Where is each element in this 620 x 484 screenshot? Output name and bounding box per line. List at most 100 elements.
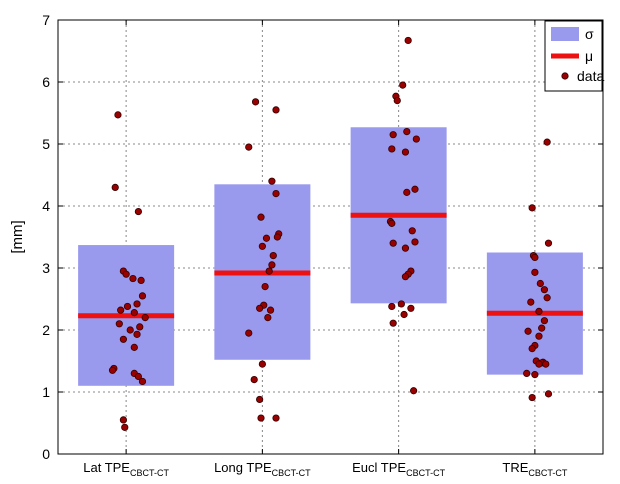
y-tick-label-4: 4	[42, 198, 50, 214]
data-point-0-14	[136, 323, 144, 331]
data-point-0-16	[133, 330, 141, 338]
x-tick-label-2: Eucl TPECBCT-CT	[352, 460, 445, 478]
data-point-0-2	[134, 207, 142, 216]
mean-lines	[78, 212, 583, 319]
y-tick-label-7: 7	[42, 12, 50, 28]
data-point-1-8	[262, 234, 271, 242]
data-point-0-18	[130, 343, 138, 351]
data-point-3-11	[540, 317, 549, 325]
data-point-3-1	[528, 204, 536, 212]
y-tick-label-0: 0	[42, 446, 50, 462]
data-point-1-23	[272, 414, 280, 422]
y-axis-ticks: 0 1 2 3 4 5 6 7	[42, 12, 603, 462]
legend: σ μ data	[544, 20, 604, 92]
data-point-0-20	[108, 366, 117, 374]
data-point-3-4	[531, 253, 539, 262]
data-point-1-16	[266, 306, 275, 314]
plot-frame	[57, 19, 604, 455]
data-point-3-13	[524, 327, 532, 335]
data-point-1-22	[257, 414, 265, 422]
legend-data-label: data	[577, 68, 604, 84]
y-tick-label-1: 1	[42, 384, 50, 400]
data-point-3-22	[523, 369, 531, 377]
data-point-1-0	[251, 98, 260, 106]
data-point-0-1	[111, 183, 119, 191]
data-point-3-24	[528, 393, 536, 402]
data-point-2-10	[403, 188, 411, 196]
data-point-3-23	[531, 371, 539, 379]
data-point-2-23	[400, 310, 408, 319]
data-point-1-20	[250, 375, 258, 384]
y-tick-label-5: 5	[42, 136, 50, 152]
data-point-1-19	[258, 360, 266, 368]
data-point-0-8	[133, 300, 141, 308]
data-point-0-5	[129, 274, 137, 283]
x-axis-ticks: Lat TPECBCT-CT Long TPECBCT-CT Eucl TPECBC…	[83, 20, 568, 478]
data-point-1-2	[245, 143, 253, 151]
grid-lines	[58, 20, 603, 454]
sigma-boxes	[78, 127, 583, 386]
data-point-0-0	[114, 111, 122, 119]
data-point-3-12	[538, 324, 546, 332]
data-point-0-15	[126, 326, 134, 334]
data-point-2-1	[399, 81, 407, 89]
legend-sigma-swatch	[551, 27, 579, 41]
data-point-0-11	[130, 309, 138, 317]
data-point-3-2	[544, 239, 553, 247]
legend-mu-label: μ	[585, 48, 593, 64]
x-tick-label-3: TRECBCT-CT	[502, 460, 567, 478]
data-point-2-22	[407, 304, 415, 312]
data-point-3-25	[544, 390, 553, 398]
data-point-0-4	[122, 270, 130, 278]
legend-data-swatch	[561, 72, 569, 80]
data-point-1-5	[257, 213, 265, 221]
data-point-2-15	[389, 239, 397, 247]
data-point-1-4	[272, 190, 280, 198]
data-point-3-6	[536, 279, 544, 288]
data-point-2-24	[389, 319, 397, 327]
data-point-3-10	[535, 307, 543, 315]
data-point-1-18	[245, 329, 253, 337]
data-point-2-8	[401, 148, 410, 156]
data-point-0-13	[115, 320, 123, 328]
data-point-2-19	[401, 273, 410, 281]
x-tick-label-0: Lat TPECBCT-CT	[83, 460, 169, 478]
y-tick-label-3: 3	[42, 260, 50, 276]
y-tick-label-2: 2	[42, 322, 50, 338]
data-point-2-6	[412, 135, 420, 143]
data-point-3-7	[540, 286, 549, 294]
data-point-2-13	[408, 227, 416, 235]
legend-sigma-label: σ	[585, 26, 594, 42]
data-point-3-16	[528, 344, 536, 353]
data-point-1-3	[268, 177, 276, 185]
data-point-1-11	[268, 261, 276, 269]
data-points	[108, 36, 553, 431]
data-point-0-25	[121, 423, 129, 431]
data-point-0-9	[123, 302, 132, 311]
data-point-2-3	[393, 97, 401, 105]
data-point-0-12	[141, 313, 149, 322]
data-point-2-16	[401, 244, 410, 252]
data-point-0-6	[137, 276, 145, 284]
data-point-3-9	[527, 298, 535, 306]
data-point-1-10	[269, 252, 277, 260]
data-point-1-7	[273, 233, 281, 241]
data-point-0-7	[138, 292, 147, 300]
data-point-2-5	[389, 131, 397, 139]
data-point-2-9	[411, 185, 419, 193]
data-point-2-7	[388, 145, 396, 153]
data-point-1-9	[258, 242, 266, 250]
data-point-3-0	[543, 138, 551, 146]
data-point-0-22	[134, 372, 142, 381]
data-point-0-23	[138, 377, 147, 386]
data-point-1-13	[261, 282, 269, 291]
data-point-1-21	[256, 395, 264, 404]
data-point-3-5	[531, 268, 539, 276]
data-point-1-17	[264, 313, 272, 322]
data-point-2-4	[403, 128, 411, 136]
data-point-1-15	[256, 304, 264, 312]
data-point-3-20	[535, 360, 543, 368]
data-point-1-12	[265, 267, 273, 275]
x-tick-label-1: Long TPECBCT-CT	[214, 460, 311, 478]
